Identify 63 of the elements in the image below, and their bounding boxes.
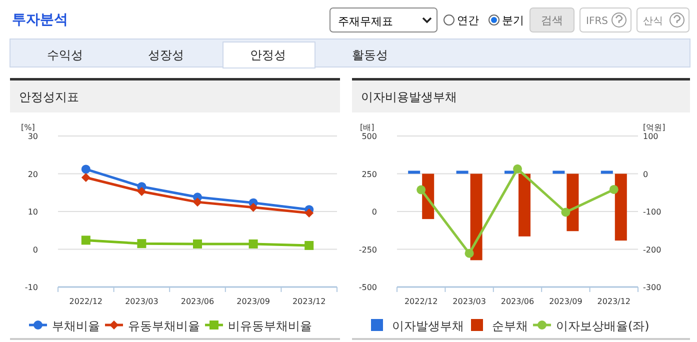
y-tick-label: 500 (362, 132, 377, 141)
text: 산식 (643, 16, 663, 27)
point (193, 198, 202, 207)
y2-tick-label: -300 (643, 283, 662, 292)
text: 연간 (457, 14, 479, 27)
y-tick-label: 250 (362, 170, 377, 179)
text: 성장성 (148, 48, 184, 62)
y-tick-label: 10 (28, 208, 38, 216)
legend-label: 순부채 (492, 319, 528, 333)
point (464, 248, 474, 258)
chart-title: 이자비용발생부채 (361, 90, 457, 104)
point (81, 164, 90, 174)
y-tick-label: -10 (24, 283, 38, 292)
text: 활동성 (352, 48, 388, 62)
x-tick-label: 2023/09 (549, 297, 582, 306)
y-tick-label: -500 (358, 283, 377, 292)
y-tick-label: 0 (32, 245, 38, 254)
y-tick-label: 0 (372, 208, 377, 216)
x-tick-label: 2022/12 (404, 297, 438, 306)
legend-label: 이자보상배율(좌) (556, 319, 650, 333)
y-tick-label: 30 (28, 132, 38, 141)
point (248, 239, 258, 248)
y2-tick-label: 0 (643, 170, 648, 179)
y2-tick-label: 100 (643, 132, 658, 141)
chart-title: 안정성지표 (19, 90, 79, 104)
legend-label: 부채비율 (52, 319, 100, 333)
y-tick-label: 20 (28, 170, 38, 179)
legend-label: 비유동부채비율 (228, 319, 312, 333)
text: 주재무제표 (338, 15, 393, 28)
y-tick-label: -250 (358, 245, 377, 254)
text: 분기 (502, 14, 524, 27)
legend-label: 이자발생부채 (392, 319, 464, 333)
x-tick-label: 2023/09 (236, 297, 270, 306)
point (137, 239, 146, 248)
point (81, 236, 90, 245)
point (137, 186, 146, 196)
y2-tick-label: -200 (643, 245, 662, 254)
text: 안정성 (250, 48, 286, 62)
x-tick-label: 2022/12 (69, 297, 103, 306)
point (193, 239, 202, 248)
x-tick-label: 2023/03 (125, 297, 158, 306)
point (248, 202, 258, 212)
point (513, 164, 522, 174)
text: 수익성 (47, 48, 83, 62)
point (304, 208, 314, 218)
point (81, 173, 90, 182)
x-tick-label: 2023/06 (180, 297, 214, 306)
point (609, 184, 618, 194)
text: 검색 (541, 14, 563, 27)
x-tick-label: 2023/06 (500, 297, 534, 306)
y2-axis-title: [억원] (643, 123, 666, 132)
point (416, 185, 426, 194)
point (561, 208, 570, 217)
y-axis-title: [%] (21, 123, 35, 132)
text: 투자분석 (12, 12, 68, 28)
y2-tick-label: -100 (643, 208, 662, 216)
x-tick-label: 2023/03 (452, 297, 486, 306)
text: IFRS (586, 16, 608, 27)
legend-label: 유동부채비율 (128, 319, 200, 333)
point (304, 240, 314, 250)
x-tick-label: 2023/12 (597, 297, 631, 306)
x-tick-label: 2023/12 (292, 297, 326, 306)
y-axis-title: [배] (360, 123, 374, 132)
